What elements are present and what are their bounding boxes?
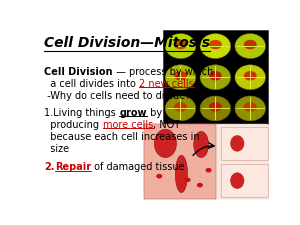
Text: producing: producing xyxy=(44,120,103,130)
Bar xyxy=(221,164,268,197)
Text: Cell Division—Mitosis: Cell Division—Mitosis xyxy=(44,36,211,50)
Ellipse shape xyxy=(209,102,222,112)
Ellipse shape xyxy=(200,96,231,121)
Ellipse shape xyxy=(209,71,222,81)
Ellipse shape xyxy=(174,102,187,112)
Text: by: by xyxy=(147,108,162,117)
Text: Repair: Repair xyxy=(55,162,91,172)
Circle shape xyxy=(197,183,203,187)
Ellipse shape xyxy=(165,34,196,58)
Text: because each cell increases in: because each cell increases in xyxy=(44,132,200,142)
Ellipse shape xyxy=(244,40,257,49)
Ellipse shape xyxy=(174,71,187,81)
Text: more cells: more cells xyxy=(103,120,153,130)
Circle shape xyxy=(206,168,212,173)
Text: a cell divides into: a cell divides into xyxy=(44,79,140,89)
Ellipse shape xyxy=(235,34,266,58)
Text: , NOT: , NOT xyxy=(153,120,180,130)
Text: — process by which: — process by which xyxy=(113,67,213,77)
Text: size: size xyxy=(44,144,70,154)
Text: 1.Living things: 1.Living things xyxy=(44,108,119,117)
Ellipse shape xyxy=(174,40,187,49)
Ellipse shape xyxy=(230,135,244,152)
Ellipse shape xyxy=(209,40,222,49)
Ellipse shape xyxy=(175,155,188,193)
Bar xyxy=(145,124,268,198)
Bar xyxy=(163,30,268,124)
Ellipse shape xyxy=(244,71,257,81)
Text: 2 new cells: 2 new cells xyxy=(140,79,194,89)
Circle shape xyxy=(184,178,191,182)
Ellipse shape xyxy=(244,102,257,112)
Text: 2.: 2. xyxy=(44,162,55,172)
Text: Cell Division: Cell Division xyxy=(44,67,113,77)
Bar xyxy=(145,124,216,198)
Ellipse shape xyxy=(194,131,208,158)
Text: -Why do cells need to divide?: -Why do cells need to divide? xyxy=(44,91,191,101)
Ellipse shape xyxy=(200,65,231,90)
Ellipse shape xyxy=(235,96,266,121)
Circle shape xyxy=(156,174,162,178)
Text: grow: grow xyxy=(119,108,147,117)
Ellipse shape xyxy=(165,96,196,121)
Ellipse shape xyxy=(154,129,176,157)
Text: of damaged tissue: of damaged tissue xyxy=(91,162,185,172)
Bar xyxy=(221,127,268,160)
Ellipse shape xyxy=(235,65,266,90)
Ellipse shape xyxy=(230,172,244,189)
Ellipse shape xyxy=(200,34,231,58)
Ellipse shape xyxy=(165,65,196,90)
